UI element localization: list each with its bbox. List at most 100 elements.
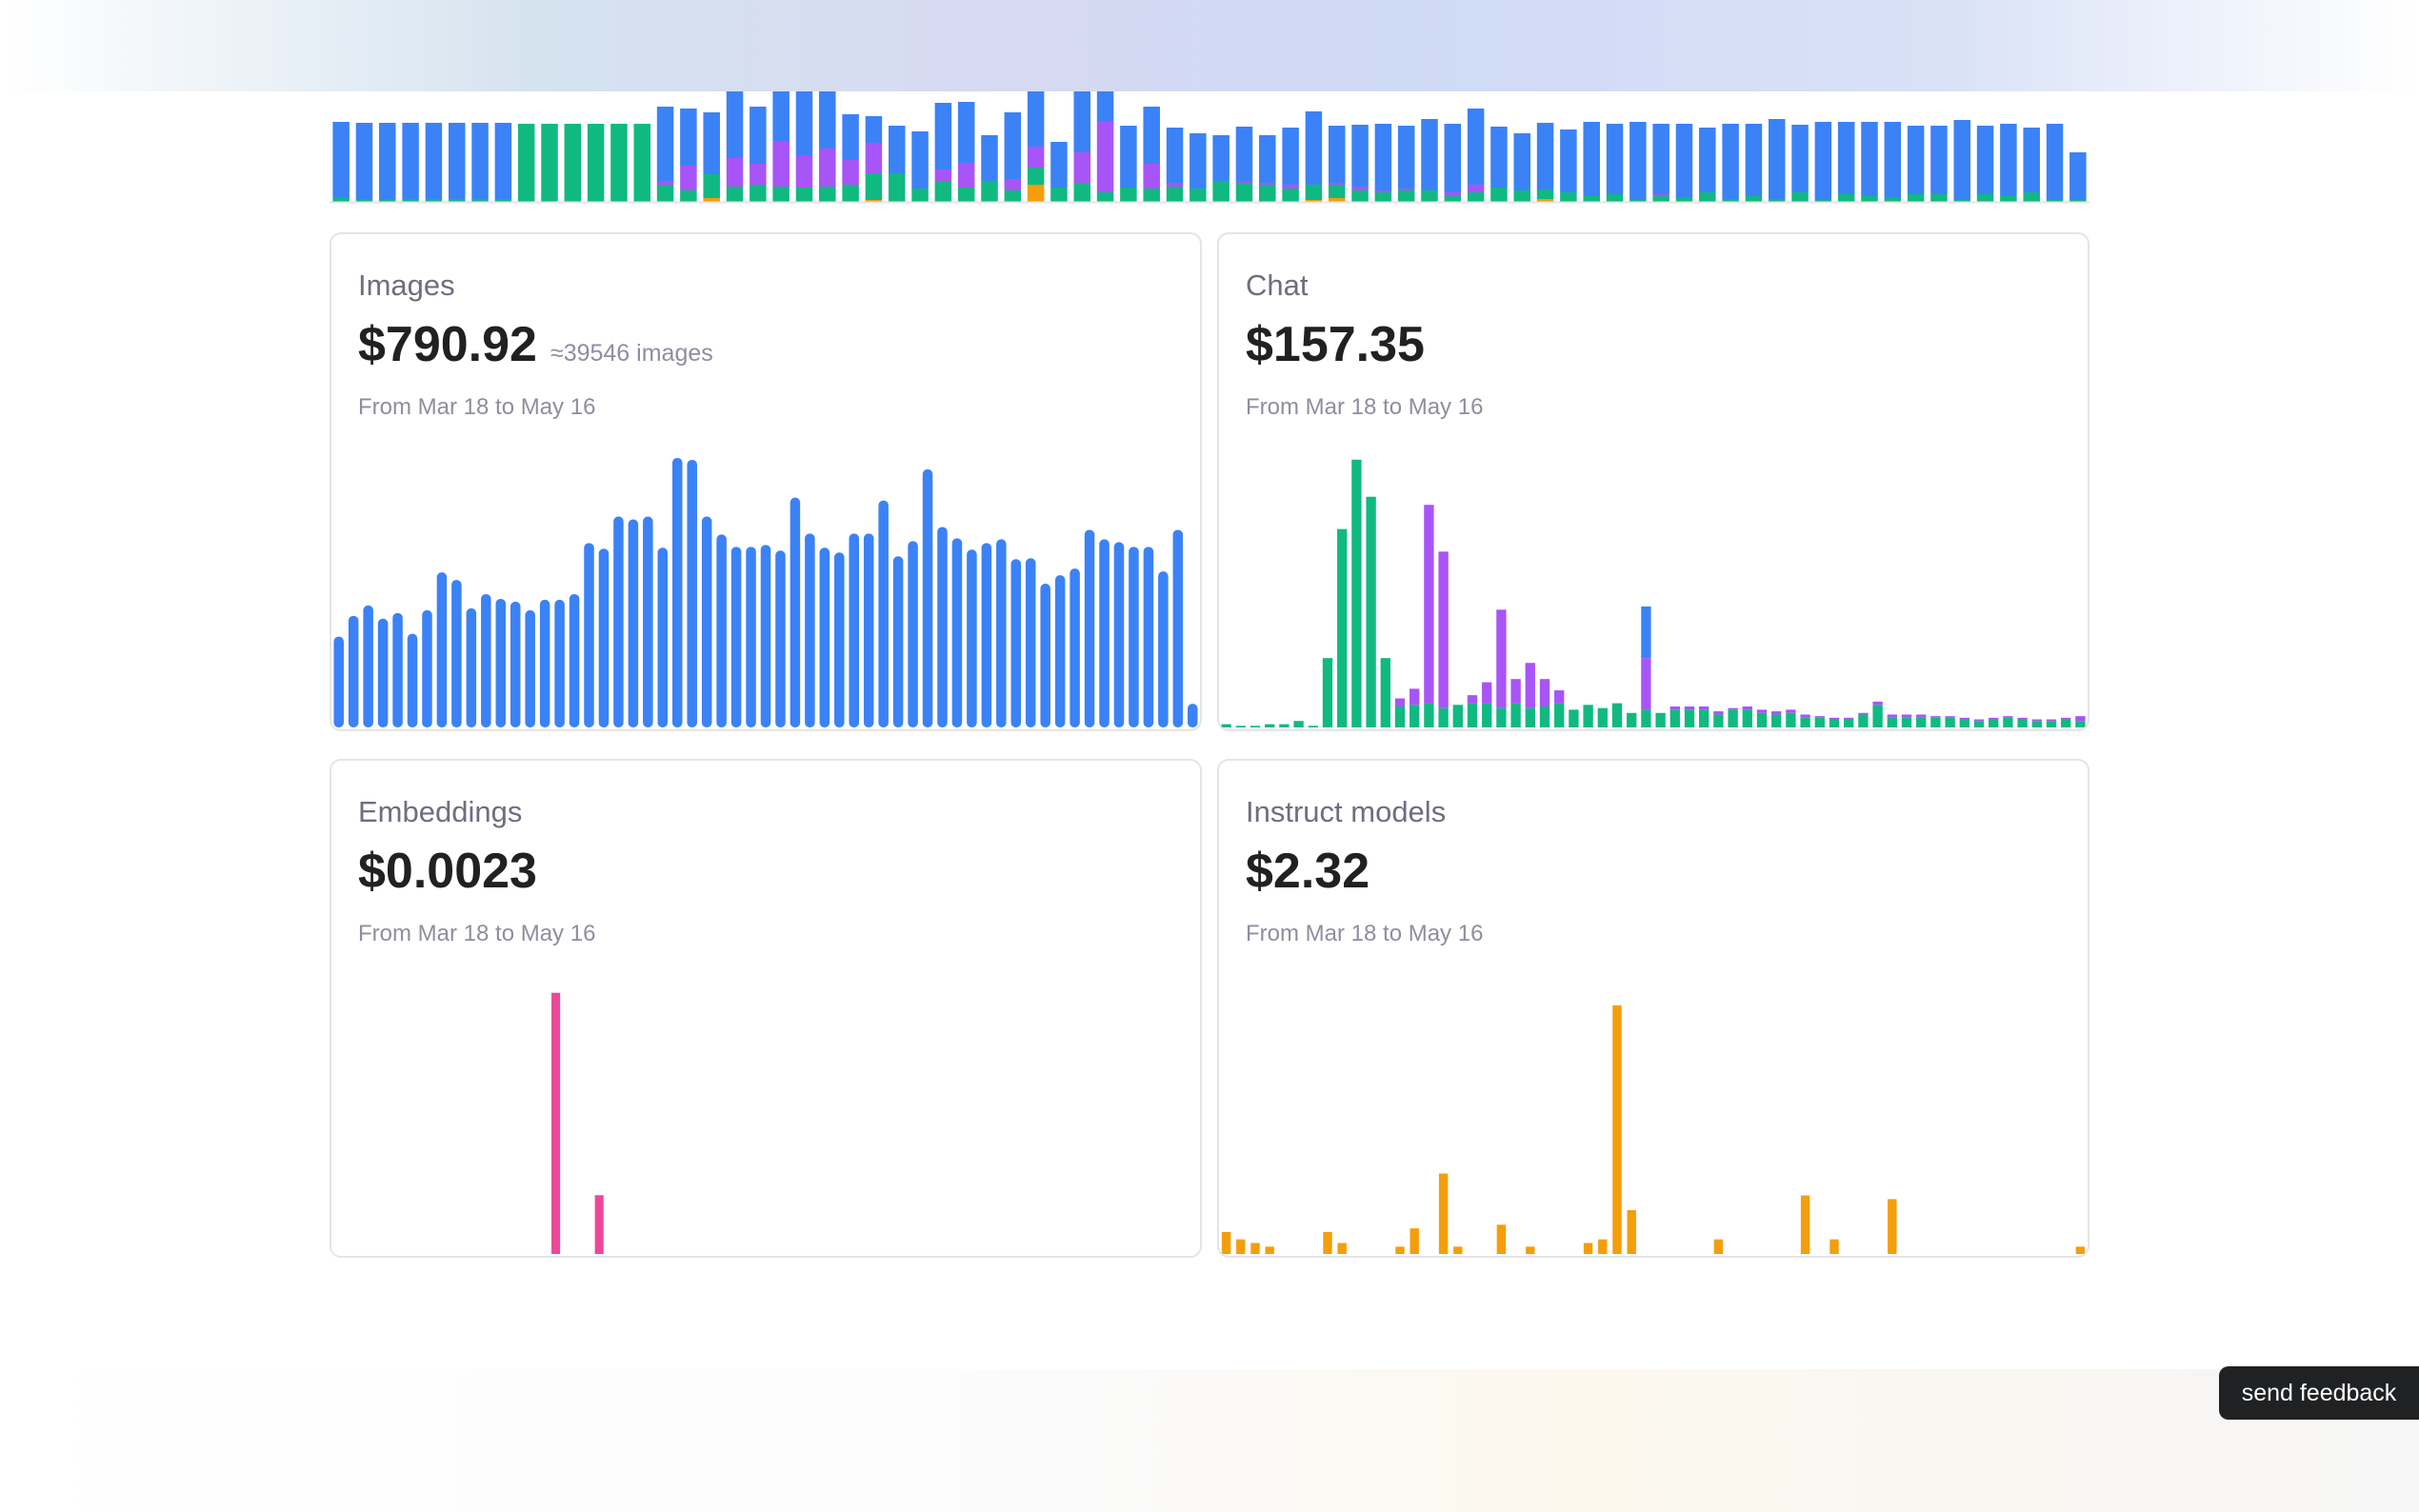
overview-bar-segment: [981, 135, 998, 181]
overview-bar-segment: [402, 123, 419, 199]
chat-bar-segment: [1945, 717, 1955, 727]
chat-bar-segment: [1438, 707, 1449, 727]
overview-bar-segment: [1745, 124, 1763, 196]
instruct-card: Instruct models $2.32 From Mar 18 to May…: [1217, 759, 2089, 1258]
chat-bar-segment: [1322, 658, 1333, 727]
images-bar: [392, 612, 403, 727]
images-bar: [1010, 559, 1022, 727]
instruct-bar-chart: [1221, 1005, 2086, 1254]
chat-bar-segment: [2046, 721, 2057, 727]
chat-bar-segment: [1916, 714, 1927, 718]
chat-bar-segment: [2017, 719, 2028, 727]
images-bar: [525, 609, 535, 727]
overview-bar-segment: [355, 199, 373, 202]
instruct-bar: [1221, 1231, 1231, 1254]
chat-bar-segment: [1452, 705, 1463, 727]
overview-bar-segment: [2046, 200, 2064, 202]
instruct-bar: [1395, 1246, 1405, 1254]
chat-bar-segment: [1583, 705, 1593, 727]
chat-bar-segment: [1844, 719, 1854, 727]
overview-bar-segment: [1536, 189, 1554, 199]
overview-bar-segment: [1397, 189, 1415, 190]
instruct-bar: [1496, 1224, 1507, 1254]
overview-bar-segment: [1212, 135, 1229, 181]
images-bar: [775, 550, 786, 727]
overview-bar-segment: [1328, 185, 1346, 198]
overview-bar-segment: [1560, 192, 1577, 202]
overview-bar-segment: [957, 102, 975, 163]
chat-bar-segment: [1887, 714, 1897, 718]
overview-bar-segment: [772, 187, 790, 202]
chat-bar-segment: [1901, 714, 1912, 718]
images-bar: [671, 457, 683, 727]
chat-bar-segment: [1829, 719, 1840, 727]
images-bar: [937, 527, 948, 727]
overview-bar-segment: [1259, 183, 1276, 185]
images-bar: [1054, 575, 1066, 727]
amount-value: $2.32: [1246, 844, 1370, 899]
overview-bar-segment: [1143, 164, 1160, 189]
overview-bar-segment: [1259, 185, 1276, 202]
overview-bar-segment: [1166, 128, 1184, 183]
amount-value: $0.0023: [358, 844, 537, 899]
chat-bar-segment: [2046, 719, 2057, 722]
overview-bar-segment: [1421, 190, 1438, 202]
overview-bar-segment: [1699, 192, 1716, 202]
chat-bar-segment: [1959, 719, 1969, 727]
overview-bar-segment: [703, 112, 720, 174]
chat-bar-segment: [1641, 658, 1651, 710]
images-count: ≈39546 images: [550, 340, 713, 367]
images-bar: [554, 599, 565, 727]
overview-bar-segment: [1652, 124, 1669, 194]
images-bar: [1158, 571, 1169, 727]
chat-bar-segment: [2061, 717, 2071, 720]
chat-bar-segment: [1482, 703, 1492, 727]
overview-bar-segment: [1374, 124, 1392, 190]
images-bar: [1172, 529, 1184, 727]
date-range: From Mar 18 to May 16: [358, 394, 596, 420]
images-bar: [569, 593, 580, 727]
overview-bar-segment: [750, 164, 767, 185]
overview-bar-segment: [819, 149, 836, 187]
images-bar: [481, 593, 491, 727]
chat-bar-segment: [2031, 721, 2042, 727]
overview-bar-segment: [1884, 122, 1902, 198]
chat-bar-segment: [1249, 726, 1261, 727]
overview-bar-segment: [471, 123, 489, 199]
images-bar: [598, 548, 610, 727]
overview-bar-segment: [1652, 194, 1669, 196]
instruct-bar: [1829, 1239, 1839, 1254]
overview-bar-segment: [680, 166, 697, 190]
overview-bar-segment: [1282, 128, 1299, 185]
overview-bar-segment: [726, 158, 744, 187]
overview-chart-svg: [330, 91, 2089, 204]
overview-bar-segment: [772, 141, 790, 187]
overview-stacked-chart: [330, 91, 2089, 204]
overview-bar-segment: [772, 91, 790, 141]
instruct-bar: [1409, 1228, 1419, 1254]
overview-bar-segment: [1907, 126, 1925, 194]
overview-bar-segment: [1791, 192, 1809, 202]
instruct-bar: [1265, 1246, 1274, 1254]
chat-bar-segment: [1611, 703, 1623, 727]
overview-bar-segment: [402, 199, 419, 202]
overview-bar-segment: [1837, 122, 1855, 194]
instruct-bar: [1713, 1239, 1724, 1254]
overview-bar-segment: [379, 123, 396, 199]
overview-bar-segment: [1073, 183, 1091, 202]
overview-bar-segment: [1722, 199, 1739, 202]
overview-bar-segment: [2023, 128, 2040, 192]
send-feedback-button[interactable]: send feedback: [2219, 1366, 2419, 1420]
chat-bar-segment: [1684, 706, 1695, 710]
images-bar: [613, 516, 624, 727]
images-bar: [1040, 584, 1050, 727]
overview-bar-segment: [1699, 128, 1716, 192]
images-bar: [333, 636, 344, 727]
overview-bar-segment: [1861, 122, 1878, 196]
overview-bar-segment: [1282, 189, 1299, 202]
overview-bar-segment: [610, 124, 628, 202]
chat-bar-segment: [1887, 717, 1897, 727]
chat-bar-segment: [1655, 712, 1666, 727]
chat-bar-segment: [1293, 721, 1304, 727]
chat-bar-segment: [1728, 709, 1738, 727]
